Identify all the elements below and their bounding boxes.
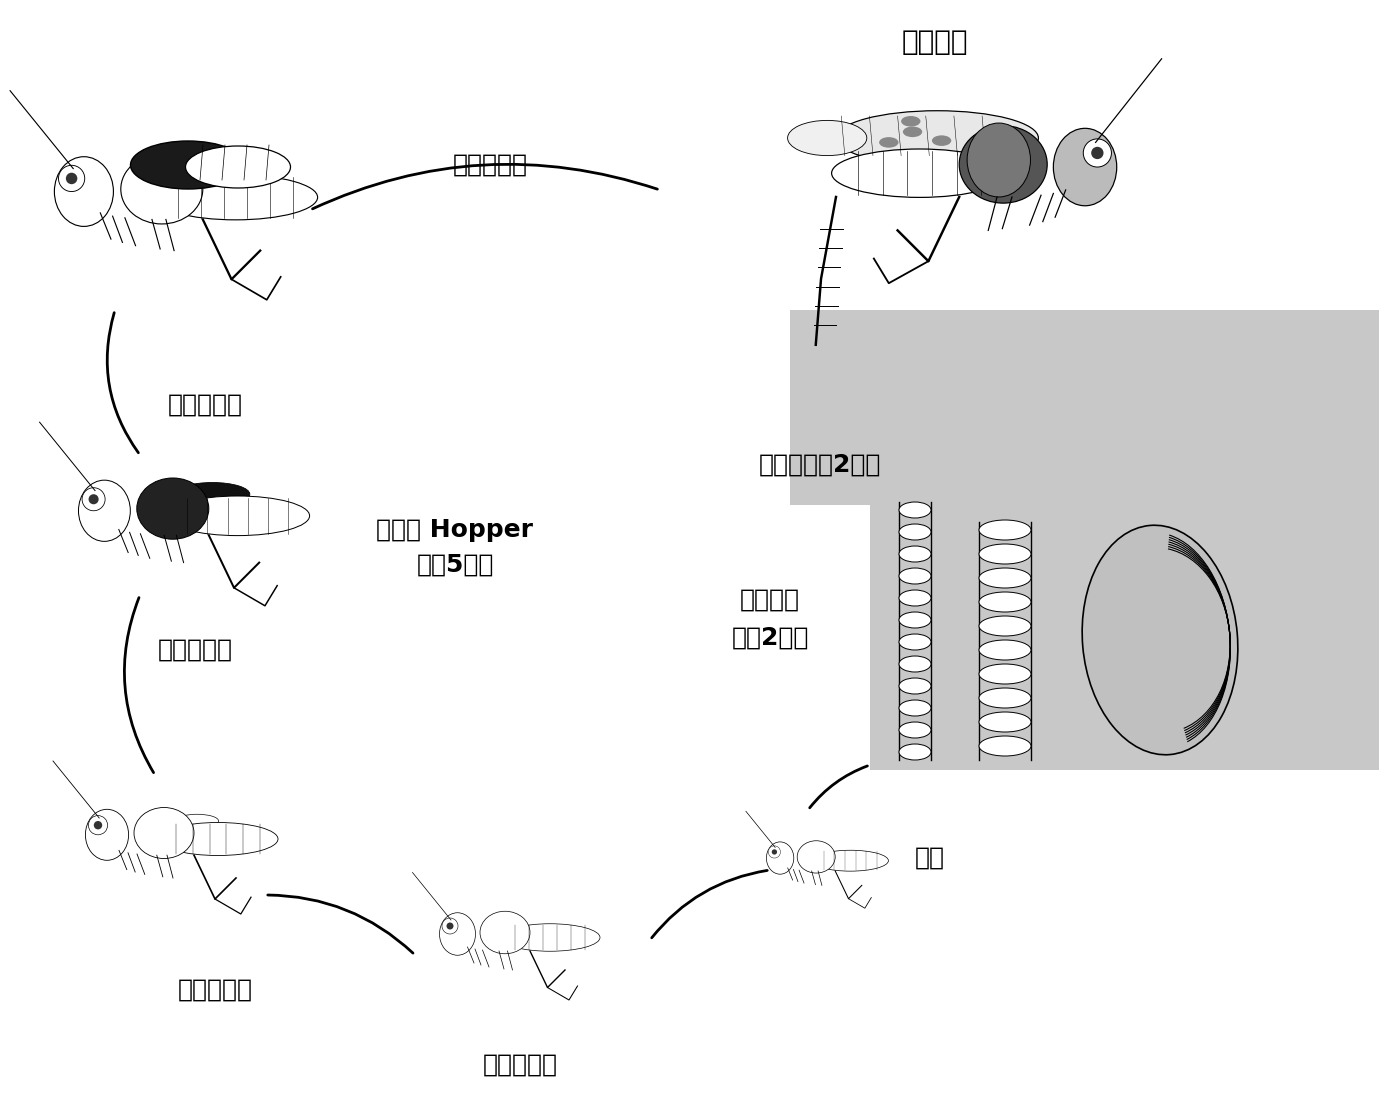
- Text: 第二次换羽: 第二次换羽: [178, 978, 252, 1003]
- Ellipse shape: [797, 841, 836, 873]
- Ellipse shape: [899, 612, 931, 628]
- Ellipse shape: [1054, 129, 1117, 206]
- Bar: [870, 490, 1379, 770]
- Ellipse shape: [836, 111, 1038, 165]
- Circle shape: [772, 849, 776, 855]
- Circle shape: [768, 846, 781, 858]
- Ellipse shape: [979, 520, 1031, 540]
- Ellipse shape: [899, 590, 931, 606]
- Ellipse shape: [979, 592, 1031, 612]
- Ellipse shape: [812, 851, 888, 872]
- Ellipse shape: [79, 480, 131, 541]
- Ellipse shape: [899, 722, 931, 737]
- Ellipse shape: [137, 478, 208, 539]
- Text: （约2周）: （约2周）: [731, 625, 808, 650]
- Ellipse shape: [903, 126, 923, 138]
- Ellipse shape: [979, 568, 1031, 588]
- Ellipse shape: [186, 146, 291, 189]
- Circle shape: [443, 918, 458, 934]
- Ellipse shape: [54, 156, 113, 226]
- Bar: [790, 311, 1379, 505]
- Circle shape: [94, 821, 102, 830]
- Ellipse shape: [899, 546, 931, 562]
- Ellipse shape: [152, 155, 262, 190]
- Ellipse shape: [979, 688, 1031, 708]
- Ellipse shape: [899, 678, 931, 694]
- Ellipse shape: [979, 664, 1031, 684]
- Ellipse shape: [932, 135, 952, 146]
- Text: 若虫期 Hopper: 若虫期 Hopper: [376, 518, 534, 542]
- Ellipse shape: [85, 810, 128, 861]
- Ellipse shape: [899, 657, 931, 672]
- Ellipse shape: [832, 149, 1008, 197]
- Ellipse shape: [440, 913, 476, 955]
- Ellipse shape: [131, 141, 245, 189]
- Circle shape: [1091, 146, 1103, 159]
- Ellipse shape: [767, 842, 794, 874]
- Ellipse shape: [501, 924, 600, 952]
- Ellipse shape: [899, 523, 931, 540]
- Text: 成虫产卵: 成虫产卵: [902, 28, 968, 55]
- Text: 第四次换羽: 第四次换羽: [167, 393, 243, 417]
- Ellipse shape: [159, 823, 279, 855]
- Ellipse shape: [134, 807, 194, 858]
- Circle shape: [1084, 139, 1111, 167]
- Ellipse shape: [899, 568, 931, 584]
- Ellipse shape: [979, 615, 1031, 635]
- Ellipse shape: [899, 700, 931, 716]
- Ellipse shape: [899, 502, 931, 518]
- Ellipse shape: [960, 125, 1047, 203]
- Circle shape: [66, 173, 77, 184]
- Ellipse shape: [979, 640, 1031, 660]
- Ellipse shape: [787, 121, 867, 155]
- Ellipse shape: [175, 814, 219, 827]
- Circle shape: [447, 923, 454, 929]
- Text: 幼虫: 幼虫: [916, 846, 945, 869]
- Ellipse shape: [175, 482, 250, 506]
- Ellipse shape: [899, 634, 931, 650]
- Ellipse shape: [165, 496, 310, 536]
- Text: （约5周）: （约5周）: [416, 553, 494, 577]
- Circle shape: [58, 165, 84, 192]
- Ellipse shape: [153, 175, 317, 220]
- Text: 第五次换羽: 第五次换羽: [452, 153, 528, 177]
- Ellipse shape: [1083, 526, 1238, 755]
- Ellipse shape: [900, 116, 920, 126]
- Text: 孵化虫卵: 孵化虫卵: [741, 588, 800, 612]
- Ellipse shape: [967, 123, 1030, 197]
- Ellipse shape: [121, 154, 203, 224]
- Text: 第三次换羽: 第三次换羽: [157, 638, 233, 662]
- Ellipse shape: [480, 912, 530, 954]
- Ellipse shape: [979, 545, 1031, 564]
- Ellipse shape: [880, 138, 899, 147]
- Text: 成虫期（约2周）: 成虫期（约2周）: [758, 452, 881, 477]
- Ellipse shape: [979, 712, 1031, 732]
- Text: 第一次换羽: 第一次换羽: [483, 1054, 557, 1077]
- Circle shape: [88, 815, 108, 835]
- Circle shape: [88, 495, 99, 505]
- Ellipse shape: [979, 736, 1031, 756]
- Circle shape: [83, 488, 105, 511]
- Ellipse shape: [899, 744, 931, 760]
